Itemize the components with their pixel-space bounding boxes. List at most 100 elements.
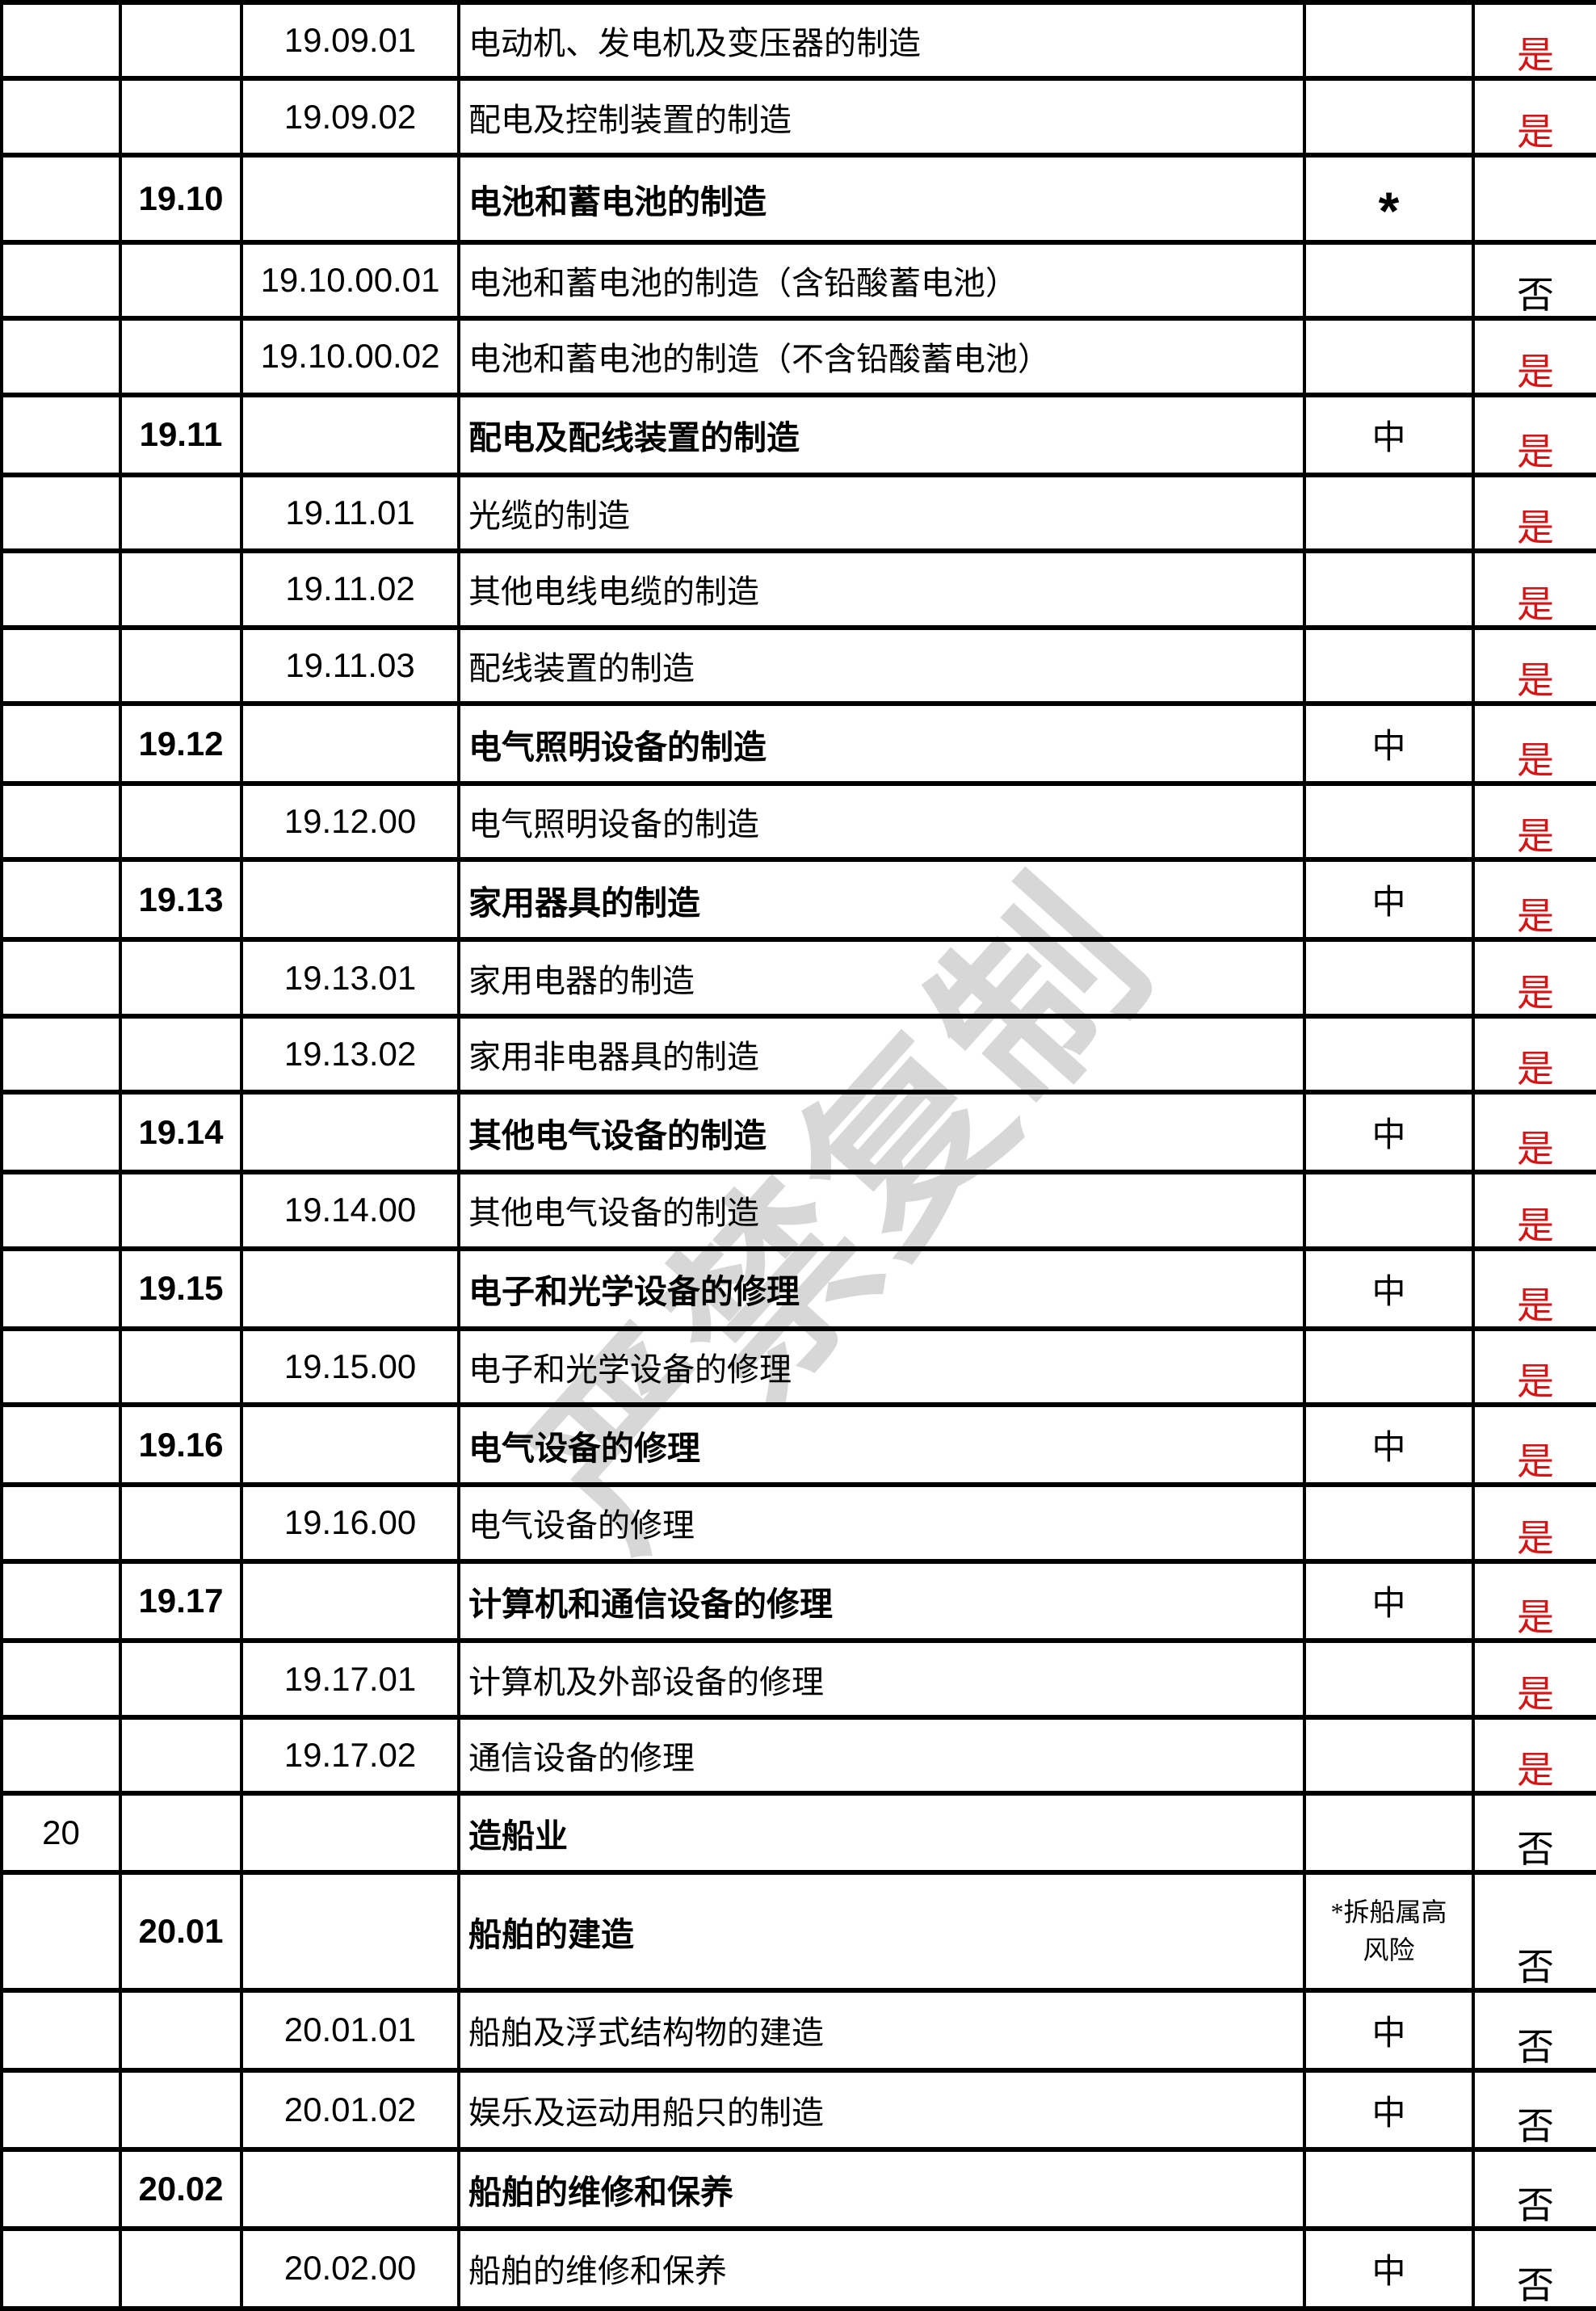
class-code-cell: 19.10: [119, 152, 243, 245]
table-row: 19.15.00 电子和光学设备的修理 是: [0, 1326, 1596, 1408]
description-cell: 船舶及浮式结构物的建造: [457, 1987, 1306, 2073]
class-code-cell: [119, 548, 243, 630]
table-row: 20.01 船舶的建造 *拆船属高 风险否: [0, 1869, 1596, 1993]
class-code-cell: [119, 0, 243, 82]
class-code-cell: 19.15: [119, 1246, 243, 1331]
risk-level-cell: [1303, 1170, 1475, 1251]
description-cell: 造船业: [457, 1791, 1306, 1875]
table-row: 19.17.02 通信设备的修理 是: [0, 1714, 1596, 1796]
risk-level-cell: [1303, 1791, 1475, 1875]
industry-no-cell: [0, 1013, 122, 1095]
table-row: 20 造船业 否: [0, 1791, 1596, 1875]
risk-level-cell: [1303, 1638, 1475, 1720]
table-row: 20.01.02 娱乐及运动用船只的制造中否: [0, 2067, 1596, 2153]
description-cell: 其他电气设备的制造: [457, 1090, 1306, 1175]
answer-cell: 是: [1472, 1638, 1596, 1720]
description-cell: 家用电器的制造: [457, 937, 1306, 1019]
description-cell: 其他电线电缆的制造: [457, 548, 1306, 630]
description-cell: 家用器具的制造: [457, 857, 1306, 943]
table-row: 19.11.03 配线装置的制造 是: [0, 624, 1596, 707]
industry-no-cell: [0, 1558, 122, 1644]
industry-no-cell: 20: [0, 1791, 122, 1875]
table-row: 19.16 电气设备的修理中是: [0, 1402, 1596, 1488]
subclass-code-cell: 20.01.01: [240, 1987, 460, 2073]
answer-cell: 是: [1472, 1246, 1596, 1331]
industry-no-cell: [0, 1402, 122, 1488]
table-row: 19.17.01 计算机及外部设备的修理 是: [0, 1638, 1596, 1720]
industry-no-cell: [0, 392, 122, 477]
subclass-code-cell: 19.13.02: [240, 1013, 460, 1095]
answer-cell: 是: [1472, 857, 1596, 943]
subclass-code-cell: 19.11.02: [240, 548, 460, 630]
class-code-cell: [119, 2067, 243, 2153]
answer-cell: 是: [1472, 472, 1596, 554]
subclass-code-cell: 19.14.00: [240, 1170, 460, 1251]
risk-level-cell: 中: [1303, 1558, 1475, 1644]
subclass-code-cell: 19.17.01: [240, 1638, 460, 1720]
description-cell: 电池和蓄电池的制造（不含铅酸蓄电池）: [457, 316, 1306, 397]
risk-level-cell: [1303, 624, 1475, 707]
answer-cell: [1472, 152, 1596, 245]
class-code-cell: [119, 1326, 243, 1408]
industry-no-cell: [0, 1482, 122, 1564]
description-cell: 电动机、发电机及变压器的制造: [457, 0, 1306, 82]
industry-no-cell: [0, 2067, 122, 2153]
subclass-code-cell: [240, 2147, 460, 2231]
industry-no-cell: [0, 1638, 122, 1720]
subclass-code-cell: [240, 1246, 460, 1331]
description-cell: 光缆的制造: [457, 472, 1306, 554]
risk-level-cell: [1303, 780, 1475, 863]
risk-level-cell: 中: [1303, 1987, 1475, 2073]
description-cell: 电池和蓄电池的制造: [457, 152, 1306, 245]
subclass-code-cell: [240, 392, 460, 477]
subclass-code-cell: 19.11.01: [240, 472, 460, 554]
subclass-code-cell: 19.15.00: [240, 1326, 460, 1408]
table-row: 19.16.00 电气设备的修理 是: [0, 1482, 1596, 1564]
class-code-cell: 19.12: [119, 701, 243, 786]
description-cell: 计算机及外部设备的修理: [457, 1638, 1306, 1720]
industry-no-cell: [0, 1714, 122, 1796]
industry-no-cell: [0, 624, 122, 707]
class-code-cell: [119, 780, 243, 863]
class-code-cell: 19.14: [119, 1090, 243, 1175]
answer-cell: 否: [1472, 1791, 1596, 1875]
table-row: 19.10.00.02 电池和蓄电池的制造（不含铅酸蓄电池） 是: [0, 316, 1596, 397]
industry-no-cell: [0, 0, 122, 82]
risk-level-cell: 中: [1303, 1246, 1475, 1331]
answer-cell: 是: [1472, 1090, 1596, 1175]
subclass-code-cell: 19.12.00: [240, 780, 460, 863]
table-row: 19.09.02 配电及控制装置的制造 是: [0, 76, 1596, 158]
subclass-code-cell: [240, 1558, 460, 1644]
risk-level-cell: 中: [1303, 2067, 1475, 2153]
subclass-code-cell: 19.17.02: [240, 1714, 460, 1796]
industry-no-cell: [0, 76, 122, 158]
class-code-cell: [119, 2225, 243, 2311]
description-cell: 配电及控制装置的制造: [457, 76, 1306, 158]
class-code-cell: [119, 1714, 243, 1796]
description-cell: 通信设备的修理: [457, 1714, 1306, 1796]
class-code-cell: 19.17: [119, 1558, 243, 1644]
answer-cell: 是: [1472, 316, 1596, 397]
table-row: 19.12 电气照明设备的制造中是: [0, 701, 1596, 786]
class-code-cell: [119, 624, 243, 707]
class-code-cell: [119, 472, 243, 554]
subclass-code-cell: [240, 1869, 460, 1993]
subclass-code-cell: [240, 1791, 460, 1875]
risk-level-cell: [1303, 2147, 1475, 2231]
class-code-cell: [119, 1987, 243, 2073]
class-code-cell: [119, 1013, 243, 1095]
table-row: 19.13 家用器具的制造中是: [0, 857, 1596, 943]
answer-cell: 是: [1472, 548, 1596, 630]
class-code-cell: [119, 1638, 243, 1720]
answer-cell: 是: [1472, 76, 1596, 158]
industry-no-cell: [0, 701, 122, 786]
table-row: 20.02 船舶的维修和保养 否: [0, 2147, 1596, 2231]
industry-no-cell: [0, 780, 122, 863]
table-row: 20.01.01 船舶及浮式结构物的建造中否: [0, 1987, 1596, 2073]
table-row: 19.17 计算机和通信设备的修理中是: [0, 1558, 1596, 1644]
asterisk-mark: *: [1378, 181, 1400, 242]
subclass-code-cell: [240, 857, 460, 943]
subclass-code-cell: 19.09.01: [240, 0, 460, 82]
risk-level-cell: [1303, 1714, 1475, 1796]
